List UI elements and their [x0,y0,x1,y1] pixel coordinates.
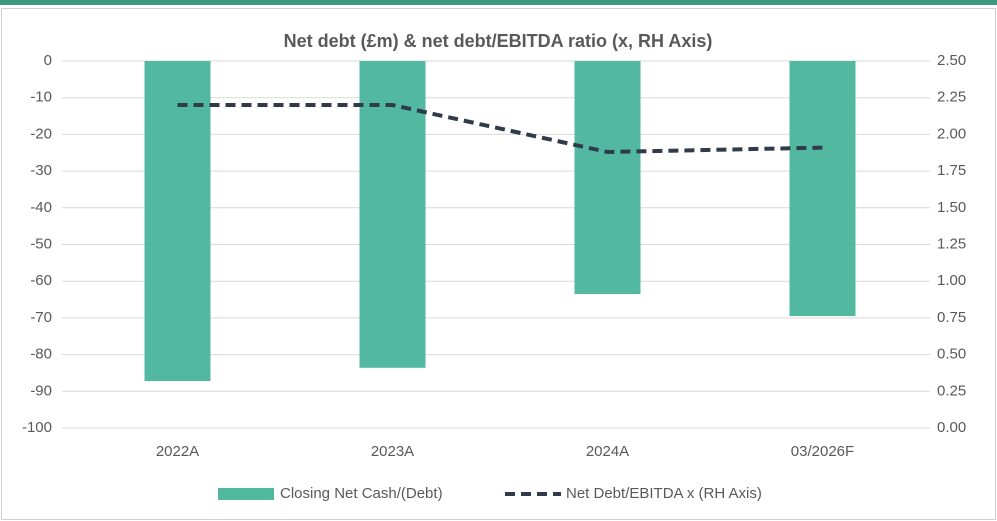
x-tick-label: 2022A [156,443,199,460]
y-tick-label: -100 [22,419,52,436]
x-tick-label: 03/2026F [791,443,854,460]
y2-tick-label: 1.00 [937,272,966,289]
y2-tick-label: 0.75 [937,309,966,326]
y2-tick-label: 1.75 [937,162,966,179]
y-tick-label: -80 [30,346,52,363]
y-tick-label: -30 [30,162,52,179]
y2-tick-label: 2.50 [937,52,966,69]
x-tick-label: 2023A [371,443,414,460]
y-tick-label: -90 [30,382,52,399]
line [177,103,823,155]
x-tick-label: 2024A [586,443,629,460]
y2-tick-label: 0.00 [937,419,966,436]
y2-tick-label: 0.50 [937,346,966,363]
legend-label: Net Debt/EBITDA x (RH Axis) [566,485,762,502]
y2-tick-label: 1.50 [937,199,966,216]
y2-tick-label: 2.00 [937,125,966,142]
bar [144,61,211,382]
bar [789,61,856,317]
top-strip [0,0,997,5]
y-tick-label: 0 [44,52,52,69]
y2-tick-label: 1.25 [937,235,966,252]
y2-tick-label: 0.25 [937,382,966,399]
legend-label: Closing Net Cash/(Debt) [280,485,443,502]
y-tick-label: -10 [30,89,52,106]
y-tick-label: -70 [30,309,52,326]
bar [574,61,641,295]
y-tick-label: -40 [30,199,52,216]
y2-tick-label: 2.25 [937,89,966,106]
chart-title: Net debt (£m) & net debt/EBITDA ratio (x… [284,31,713,51]
y-tick-label: -20 [30,125,52,142]
frame [1,8,996,520]
bar [359,61,426,368]
legend-swatch [218,488,274,500]
y-tick-label: -50 [30,235,52,252]
y-tick-label: -60 [30,272,52,289]
